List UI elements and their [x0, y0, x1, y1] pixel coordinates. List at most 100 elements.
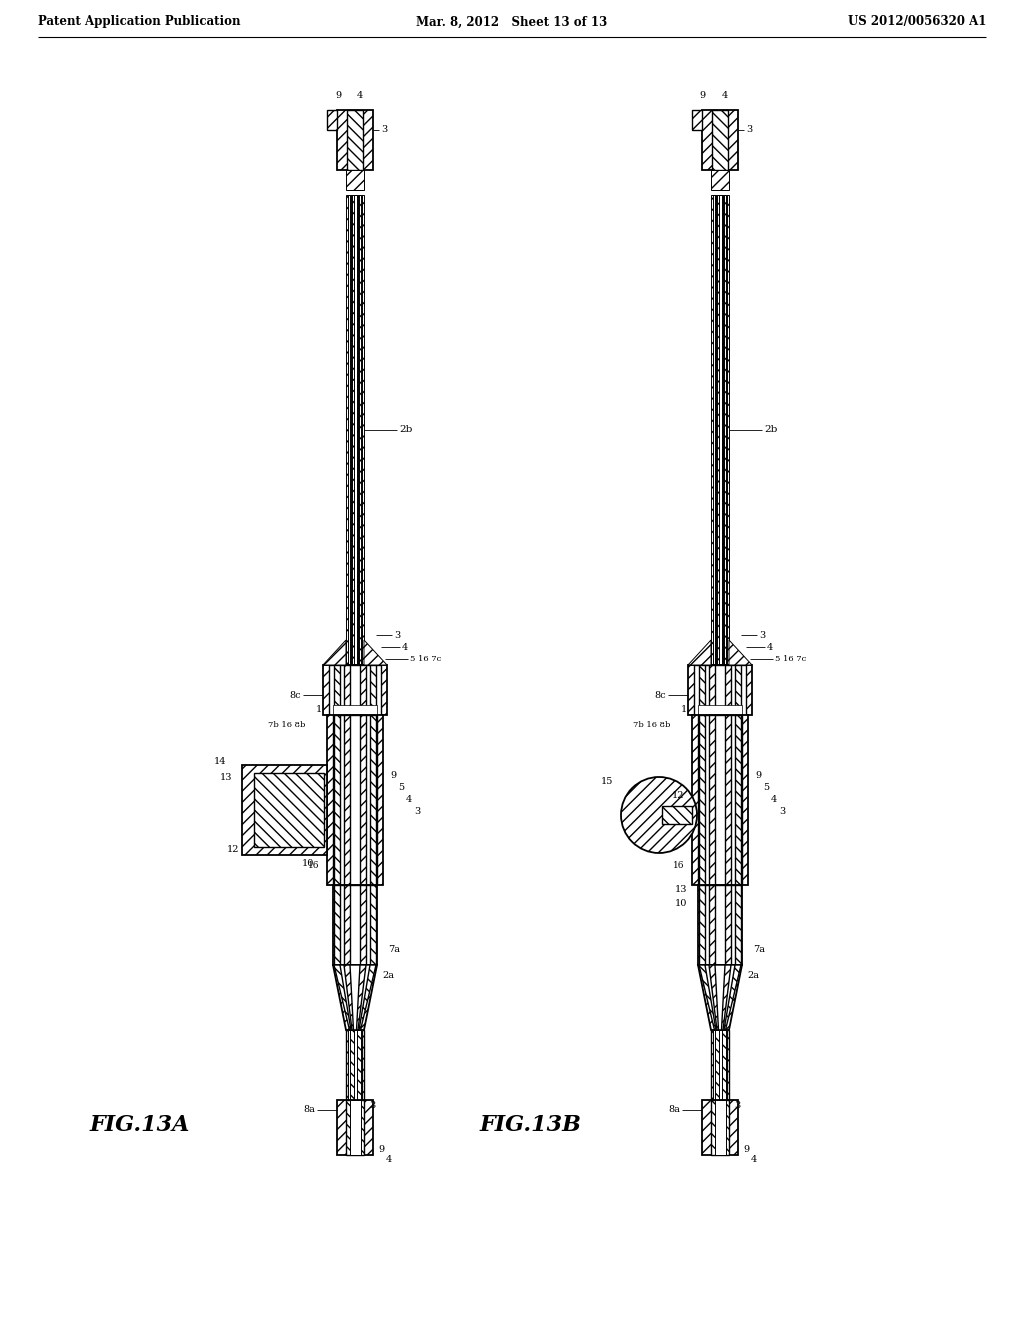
Polygon shape [705, 665, 735, 715]
Polygon shape [333, 884, 377, 965]
Text: 9: 9 [743, 1146, 750, 1155]
Polygon shape [709, 715, 731, 884]
Text: 5: 5 [398, 783, 404, 792]
Text: 7a: 7a [753, 945, 765, 954]
Polygon shape [327, 715, 383, 884]
Polygon shape [692, 110, 702, 129]
Text: 8c: 8c [290, 690, 301, 700]
Text: 5: 5 [763, 783, 769, 792]
Text: 3: 3 [779, 807, 785, 816]
Polygon shape [715, 715, 725, 884]
Polygon shape [692, 715, 748, 884]
Polygon shape [715, 665, 725, 715]
Text: 16: 16 [673, 861, 684, 870]
Polygon shape [340, 965, 370, 1030]
Text: 13: 13 [675, 886, 687, 895]
Polygon shape [698, 884, 742, 965]
Polygon shape [705, 884, 735, 965]
Polygon shape [353, 195, 356, 665]
Polygon shape [333, 705, 377, 725]
Polygon shape [712, 110, 728, 170]
Polygon shape [346, 195, 364, 665]
Polygon shape [340, 715, 370, 884]
Text: 4: 4 [771, 795, 777, 804]
Text: 5 16 7c: 5 16 7c [775, 655, 806, 663]
Polygon shape [709, 965, 731, 1030]
Polygon shape [705, 715, 735, 884]
Polygon shape [715, 884, 725, 965]
Polygon shape [348, 1030, 362, 1100]
Text: 3: 3 [759, 631, 765, 639]
Polygon shape [344, 715, 366, 884]
Text: 8a: 8a [303, 1106, 315, 1114]
Polygon shape [353, 1030, 356, 1100]
Polygon shape [364, 640, 387, 665]
Polygon shape [333, 965, 377, 1030]
Polygon shape [702, 110, 738, 170]
Text: FIG.13A: FIG.13A [90, 1114, 190, 1137]
Text: 16: 16 [307, 861, 319, 870]
Polygon shape [337, 110, 373, 170]
Polygon shape [323, 665, 387, 715]
Polygon shape [334, 884, 376, 965]
Polygon shape [340, 884, 370, 965]
Polygon shape [242, 766, 327, 855]
Polygon shape [347, 110, 362, 170]
Polygon shape [344, 965, 366, 1030]
Polygon shape [711, 1100, 729, 1155]
Text: Patent Application Publication: Patent Application Publication [38, 16, 241, 29]
Text: 12: 12 [227, 846, 240, 854]
Text: 2b: 2b [764, 425, 777, 434]
Polygon shape [709, 884, 731, 965]
Text: 9: 9 [699, 91, 706, 99]
Text: 2b: 2b [399, 425, 413, 434]
Polygon shape [713, 1030, 727, 1100]
Text: 7b 16 8b: 7b 16 8b [633, 721, 670, 729]
Polygon shape [717, 195, 723, 665]
Polygon shape [715, 965, 725, 1030]
Polygon shape [346, 1100, 364, 1155]
Polygon shape [344, 884, 366, 965]
Polygon shape [344, 665, 366, 715]
Text: 13: 13 [220, 772, 232, 781]
Text: 4: 4 [406, 795, 413, 804]
Polygon shape [352, 195, 358, 665]
Text: 1: 1 [681, 705, 687, 714]
Polygon shape [699, 665, 741, 715]
Polygon shape [715, 1030, 725, 1100]
Text: 8a: 8a [668, 1106, 680, 1114]
Text: 9: 9 [755, 771, 761, 780]
Polygon shape [334, 965, 376, 1030]
Polygon shape [711, 1030, 729, 1100]
Polygon shape [337, 1100, 373, 1155]
Text: 3: 3 [394, 631, 400, 639]
Text: 9: 9 [378, 1146, 384, 1155]
Text: 4: 4 [402, 643, 409, 652]
Polygon shape [688, 640, 711, 665]
Text: 2a: 2a [382, 970, 394, 979]
Polygon shape [719, 1030, 722, 1100]
Text: Mar. 8, 2012   Sheet 13 of 13: Mar. 8, 2012 Sheet 13 of 13 [417, 16, 607, 29]
Polygon shape [716, 195, 724, 665]
Polygon shape [327, 110, 337, 129]
Text: 10: 10 [302, 858, 314, 867]
Text: 2a: 2a [746, 970, 759, 979]
Text: 7b 16 8b: 7b 16 8b [267, 721, 305, 729]
Polygon shape [350, 884, 360, 965]
Polygon shape [698, 965, 742, 1030]
Circle shape [621, 777, 697, 853]
Text: 3: 3 [369, 1101, 375, 1110]
Text: 9: 9 [390, 771, 396, 780]
Text: 14: 14 [214, 758, 226, 767]
Polygon shape [698, 705, 742, 725]
Text: 15: 15 [601, 777, 613, 787]
Polygon shape [349, 1030, 360, 1100]
Polygon shape [333, 715, 377, 884]
Polygon shape [713, 195, 727, 665]
Text: 4: 4 [722, 91, 728, 99]
Polygon shape [662, 807, 692, 824]
Polygon shape [715, 195, 725, 665]
Text: 9: 9 [335, 91, 341, 99]
Text: 1: 1 [315, 705, 322, 714]
Polygon shape [350, 965, 360, 1030]
